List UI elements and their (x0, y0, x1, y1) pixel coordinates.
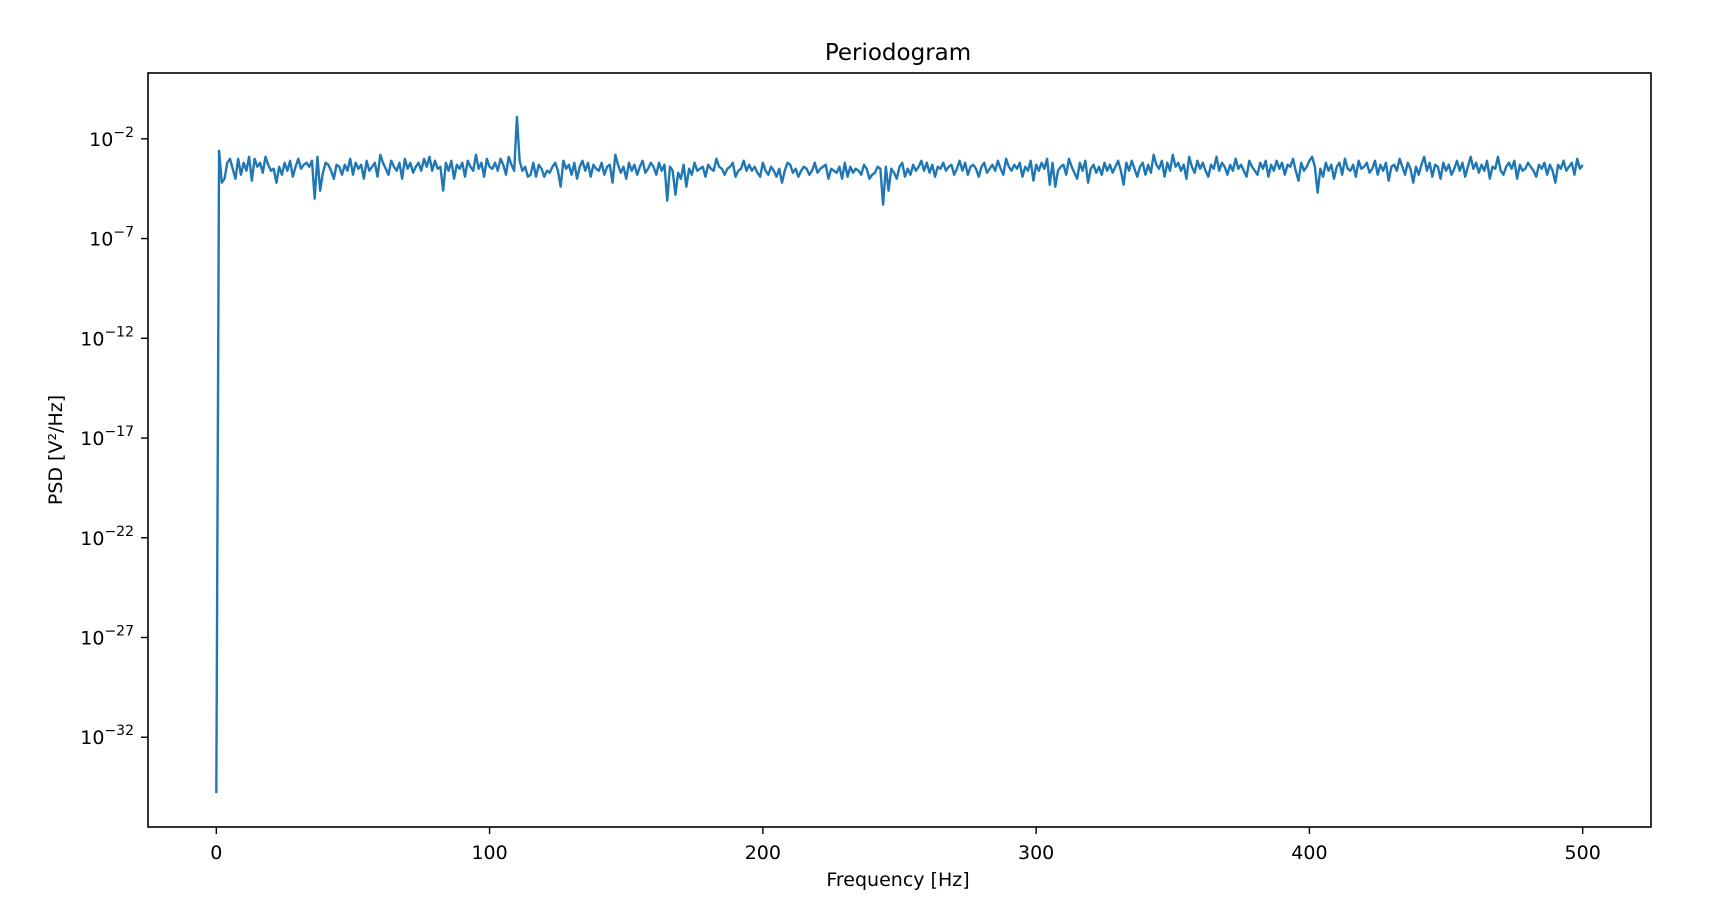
y-tick-label: 10−27 (80, 624, 134, 650)
plot-area (215, 115, 1584, 794)
y-tick-label: 10−2 (89, 125, 134, 151)
y-tick-label: 10−12 (80, 324, 134, 350)
x-tick-label: 400 (1291, 842, 1327, 864)
plot-frame (147, 72, 1652, 828)
y-tick-label: 10−32 (80, 723, 134, 749)
x-tick-label: 500 (1565, 842, 1601, 864)
y-tick-label: 10−7 (89, 225, 134, 251)
y-axis-title: PSD [V²/Hz] (45, 395, 67, 505)
x-tick-label: 100 (471, 842, 507, 864)
y-tick-label: 10−17 (80, 424, 134, 450)
x-tick-label: 200 (745, 842, 781, 864)
chart-title: Periodogram (825, 40, 971, 66)
y-tick-label: 10−22 (80, 524, 134, 550)
x-tick-label: 300 (1018, 842, 1054, 864)
x-tick-label: 0 (210, 842, 222, 864)
y-axis: 10−2 10−7 10−12 10−17 10−22 10−27 10−32 (80, 125, 148, 749)
x-axis: 0 100 200 300 400 500 (210, 827, 1601, 864)
x-axis-title: Frequency [Hz] (826, 869, 969, 891)
psd-series-line (215, 115, 1584, 794)
